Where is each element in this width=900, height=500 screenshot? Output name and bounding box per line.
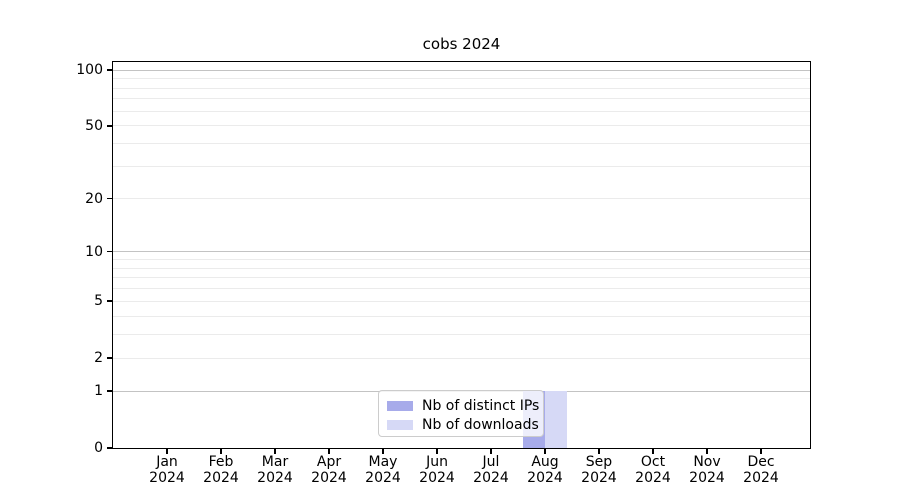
x-tick-year: 2024	[149, 470, 185, 486]
minor-gridline	[113, 267, 810, 269]
x-tick-year: 2024	[689, 470, 725, 486]
x-tick-year: 2024	[581, 470, 617, 486]
x-tick-year: 2024	[527, 470, 563, 486]
x-tick-year: 2024	[473, 470, 509, 486]
minor-gridline	[113, 315, 810, 317]
x-tick-mark	[382, 449, 384, 454]
x-tick-label: Dec 2024	[733, 454, 789, 486]
x-tick-label: Oct 2024	[625, 454, 681, 486]
y-tick-mark	[107, 197, 112, 200]
x-tick-year: 2024	[203, 470, 239, 486]
y-tick-label: 20	[85, 190, 103, 207]
x-tick-mark	[544, 449, 546, 454]
x-tick-year: 2024	[743, 470, 779, 486]
legend-item-distinct-ips: Nb of distinct IPs	[379, 396, 543, 415]
minor-gridline	[113, 333, 810, 335]
minor-gridline	[113, 143, 810, 145]
legend-label-distinct-ips: Nb of distinct IPs	[422, 397, 540, 414]
minor-gridline	[113, 277, 810, 279]
y-tick-mark	[107, 69, 112, 71]
x-tick-year: 2024	[419, 470, 455, 486]
major-gridline	[113, 251, 810, 253]
x-tick-mark	[220, 449, 222, 454]
minor-gridline	[113, 258, 810, 260]
x-tick-label: Nov 2024	[679, 454, 735, 486]
y-tick-label: 50	[85, 117, 103, 134]
x-tick-label: Mar 2024	[247, 454, 303, 486]
x-tick-mark	[652, 449, 654, 454]
x-tick-label: Jul 2024	[463, 454, 519, 486]
minor-gridline	[113, 198, 810, 200]
y-tick-mark	[107, 357, 112, 359]
y-tick-label: 100	[76, 62, 103, 78]
x-tick-mark	[598, 449, 600, 454]
x-tick-year: 2024	[311, 470, 347, 486]
x-tick-mark	[328, 449, 330, 454]
legend-label-downloads: Nb of downloads	[422, 416, 539, 433]
x-tick-label: Feb 2024	[193, 454, 249, 486]
legend: Nb of distinct IPs Nb of downloads	[378, 390, 544, 437]
chart-title: cobs 2024	[422, 35, 501, 53]
bar-downloads	[545, 391, 567, 448]
x-tick-mark	[436, 449, 438, 454]
minor-gridline	[113, 300, 810, 302]
minor-gridline	[113, 288, 810, 290]
legend-swatch-downloads	[387, 419, 413, 430]
minor-gridline	[113, 98, 810, 100]
x-tick-mark	[706, 449, 708, 454]
x-tick-label: May 2024	[355, 454, 411, 486]
x-tick-mark	[274, 449, 276, 454]
x-tick-year: 2024	[257, 470, 293, 486]
y-tick-label: 5	[94, 293, 103, 310]
x-tick-label: Sep 2024	[571, 454, 627, 486]
x-tick-mark	[760, 449, 762, 454]
x-tick-label: Apr 2024	[301, 454, 357, 486]
y-tick-label: 2	[94, 350, 103, 367]
x-tick-label: Jun 2024	[409, 454, 465, 486]
major-gridline	[113, 69, 810, 71]
x-tick-label: Jan 2024	[139, 454, 195, 486]
minor-gridline	[113, 125, 810, 127]
minor-gridline	[113, 357, 810, 359]
minor-gridline	[113, 166, 810, 168]
y-tick-mark	[107, 250, 112, 253]
y-tick-mark	[107, 125, 112, 127]
y-tick-label: 1	[94, 383, 103, 400]
y-tick-mark	[107, 447, 112, 449]
minor-gridline	[113, 87, 810, 89]
y-tick-label: 10	[85, 243, 103, 260]
legend-item-downloads: Nb of downloads	[379, 415, 543, 434]
y-tick-label: 0	[94, 440, 103, 456]
minor-gridline	[113, 78, 810, 80]
minor-gridline	[113, 110, 810, 112]
x-tick-mark	[490, 449, 492, 454]
x-tick-year: 2024	[635, 470, 671, 486]
y-tick-mark	[107, 390, 112, 392]
x-tick-year: 2024	[365, 470, 401, 486]
x-tick-mark	[166, 449, 168, 454]
legend-swatch-distinct-ips	[387, 400, 413, 411]
x-tick-label: Aug 2024	[517, 454, 573, 486]
y-tick-mark	[107, 300, 112, 302]
